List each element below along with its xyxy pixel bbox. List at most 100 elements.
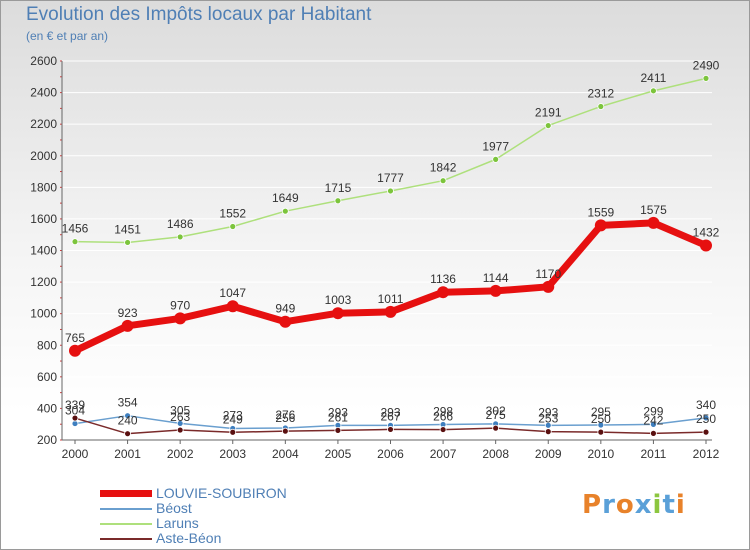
data-point	[594, 219, 607, 232]
data-label: 340	[696, 398, 716, 412]
y-tick-label: 400	[37, 401, 57, 415]
data-label: 250	[591, 412, 611, 426]
data-point	[124, 430, 131, 438]
data-point	[71, 420, 79, 427]
data-point	[597, 103, 605, 110]
data-point	[650, 87, 657, 95]
legend-label: Laruns	[156, 515, 199, 531]
data-point	[702, 428, 710, 436]
x-tick-label: 2000	[62, 447, 89, 461]
data-label: 1552	[219, 206, 246, 220]
data-label: 302	[486, 404, 506, 418]
data-point	[334, 426, 342, 434]
data-point	[176, 426, 184, 434]
data-point	[226, 300, 239, 313]
data-label: 305	[170, 403, 190, 417]
x-tick-label: 2012	[693, 447, 720, 461]
x-tick-label: 2010	[587, 447, 614, 461]
data-label: 242	[643, 413, 663, 427]
y-tick-label: 200	[37, 433, 57, 447]
y-tick-label: 600	[37, 370, 57, 384]
x-tick-label: 2006	[377, 447, 404, 461]
y-tick-label: 1600	[30, 212, 57, 226]
data-point	[176, 233, 184, 241]
data-point	[69, 344, 81, 357]
data-label: 1144	[483, 271, 509, 285]
data-point	[650, 420, 657, 428]
data-label: 1003	[325, 293, 352, 307]
data-point	[439, 426, 447, 433]
data-point	[437, 286, 450, 299]
y-tick-label: 2400	[30, 86, 57, 100]
data-label: 2312	[587, 86, 614, 100]
legend-swatch	[100, 538, 152, 540]
x-tick-label: 2004	[272, 447, 299, 461]
y-tick-label: 1200	[30, 275, 57, 289]
data-label: 1047	[219, 286, 246, 300]
x-tick-label: 2008	[482, 447, 509, 461]
data-point	[387, 187, 394, 195]
data-point	[489, 284, 502, 297]
logo-letter: r	[602, 490, 616, 520]
data-label: 240	[118, 414, 138, 428]
data-label: 1559	[587, 205, 614, 219]
data-point	[281, 427, 289, 435]
y-tick-label: 1800	[30, 180, 57, 194]
data-label: 273	[223, 408, 243, 422]
data-label: 1575	[640, 203, 667, 217]
data-label: 923	[118, 306, 138, 320]
data-label: 295	[591, 405, 611, 419]
data-point	[647, 216, 660, 229]
data-label: 1486	[167, 217, 194, 231]
data-label: 2411	[641, 71, 667, 85]
data-label: 970	[170, 298, 190, 312]
data-label: 267	[380, 409, 400, 423]
data-label: 304	[65, 404, 85, 418]
y-tick-label: 2600	[30, 54, 57, 68]
data-point	[176, 420, 184, 427]
logo-letter: i	[652, 490, 663, 520]
data-point	[439, 177, 447, 185]
data-label: 1649	[272, 191, 299, 205]
data-point	[174, 312, 187, 325]
data-point	[71, 414, 79, 422]
x-tick-label: 2003	[219, 447, 246, 461]
data-label: 250	[696, 412, 716, 426]
data-label: 276	[275, 408, 295, 422]
data-label: 299	[643, 404, 663, 418]
data-point	[124, 239, 131, 246]
x-tick-label: 2002	[167, 447, 194, 461]
data-point	[650, 429, 657, 437]
data-label: 298	[433, 405, 453, 419]
logo-letter: x	[634, 490, 653, 520]
x-tick-label: 2011	[641, 447, 667, 461]
data-label: 253	[538, 412, 558, 426]
logo-letter: P	[582, 490, 603, 520]
y-tick-label: 2200	[30, 117, 57, 131]
data-label: 2490	[693, 58, 720, 72]
legend-swatch	[100, 490, 152, 497]
data-label: 266	[433, 410, 453, 424]
x-tick-label: 2007	[430, 447, 457, 461]
data-point	[71, 238, 79, 246]
logo-letter: o	[615, 490, 635, 520]
data-label: 293	[380, 405, 400, 419]
data-point	[702, 414, 710, 422]
data-label: 256	[275, 411, 295, 425]
y-tick-label: 800	[37, 338, 57, 352]
data-point	[229, 223, 237, 230]
data-point	[700, 239, 712, 252]
data-point	[597, 421, 605, 429]
legend-label: Aste-Béon	[156, 530, 222, 546]
legend-swatch	[100, 523, 152, 525]
chart-subtitle: (en € et par an)	[26, 29, 109, 43]
data-label: 949	[275, 302, 295, 316]
data-label: 275	[486, 408, 506, 422]
data-point	[229, 428, 237, 436]
data-point	[124, 412, 131, 420]
data-label: 354	[118, 396, 138, 410]
data-label: 1715	[325, 181, 352, 195]
data-label: 1011	[378, 292, 404, 306]
data-point	[281, 207, 289, 215]
y-tick-label: 2000	[30, 149, 57, 163]
